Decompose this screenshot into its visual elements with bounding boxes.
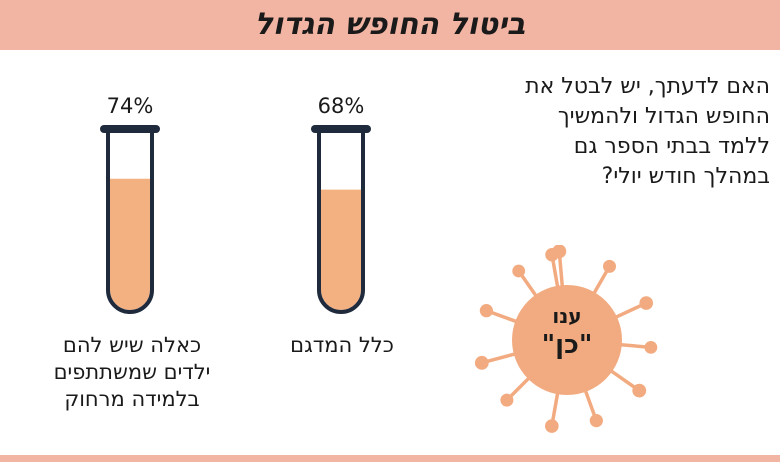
category-label-line: כלל המדגם xyxy=(290,333,394,357)
answer-badge: ענו "כן" xyxy=(512,303,622,361)
category-label-line: ילדים שמשתתפים xyxy=(53,360,211,384)
bar-tube-outline-1 xyxy=(106,130,154,314)
virus-spike-tip xyxy=(500,393,514,407)
survey-question: האם לדעתך, יש לבטל את החופש הגדול ולהמשי… xyxy=(470,72,770,192)
virus-spike-tip xyxy=(603,259,616,273)
virus-spike-tip xyxy=(589,414,603,428)
category-label-all-sample: כלל המדגם xyxy=(262,332,422,359)
question-line: החופש הגדול ולהמשיך xyxy=(557,104,770,129)
virus-illustration xyxy=(474,245,658,433)
virus-spike-tip xyxy=(479,304,493,318)
virus-spike-tip xyxy=(545,248,559,262)
question-line: ללמד בבתי הספר גם xyxy=(573,134,770,159)
bottom-bar xyxy=(0,455,780,462)
answer-badge-value: "כן" xyxy=(541,330,593,360)
title-banner: ביטול החופש הגדול xyxy=(0,0,780,50)
bar-fill-1 xyxy=(110,178,150,310)
bar-tube-cap-1 xyxy=(100,125,160,133)
virus-body xyxy=(512,285,622,395)
virus-spike-tip xyxy=(512,264,526,278)
virus-spike-tip xyxy=(545,419,559,433)
virus-spike-tip xyxy=(632,383,647,398)
data-label-1: 74% xyxy=(107,94,154,118)
category-label-remote-learning: כאלה שיש להם ילדים שמשתתפים בלמידה מרחוק xyxy=(22,332,242,413)
virus-spike-tip xyxy=(474,355,489,370)
bar-fill-0 xyxy=(321,189,361,310)
question-line: במהלך חודש יולי? xyxy=(601,164,770,189)
category-label-line: בלמידה מרחוק xyxy=(64,387,200,411)
page-title: ביטול החופש הגדול xyxy=(254,7,526,42)
category-label-line: כאלה שיש להם xyxy=(62,333,202,357)
data-label-0: 68% xyxy=(318,94,365,118)
bar-tube-cap-0 xyxy=(311,125,371,133)
bar-tube-outline-0 xyxy=(317,130,365,314)
bar-chart: 68% 74% xyxy=(100,94,371,314)
virus-spike-tip xyxy=(644,340,658,354)
virus-spike-tip xyxy=(639,296,654,310)
answer-badge-label: ענו xyxy=(552,304,582,328)
question-line: האם לדעתך, יש לבטל את xyxy=(525,74,770,99)
